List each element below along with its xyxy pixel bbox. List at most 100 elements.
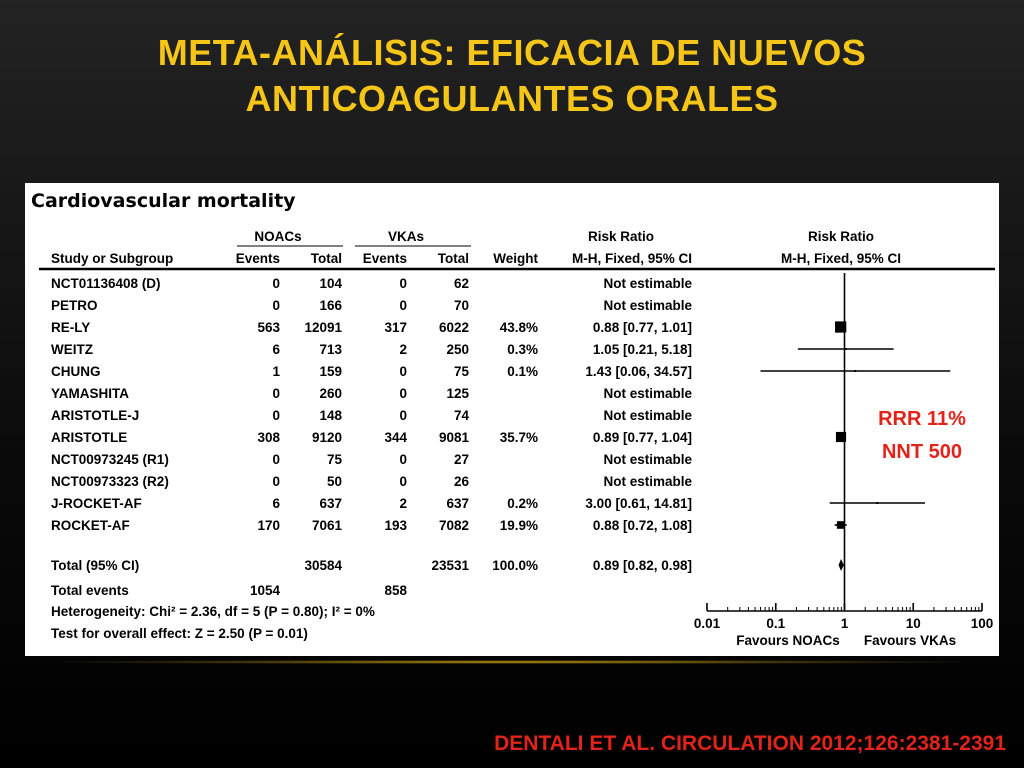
effect-square (835, 431, 847, 443)
table-row: WEITZ 6 713 2 250 0.3% 1.05 [0.21, 5.18] (51, 342, 692, 357)
study-name: YAMASHITA (51, 386, 129, 401)
weight: 0.2% (507, 496, 538, 511)
weight: 0.1% (507, 364, 538, 379)
weight: 0.3% (507, 342, 538, 357)
total-weight: 100.0% (492, 558, 538, 573)
table-row: ARISTOTLE 308 9120 344 9081 35.7% 0.89 [0.77, … (51, 430, 692, 445)
x-tick-label: 0.01 (694, 616, 721, 631)
effect-square (835, 321, 847, 333)
citation: DENTALI ET AL. CIRCULATION 2012;126:2381… (494, 732, 1006, 755)
total-noac: 75 (327, 452, 343, 467)
header-weight: Weight (493, 251, 538, 266)
table-row: ARISTOTLE-J 0 148 0 74 Not estimable (51, 408, 692, 423)
header-risk-ratio: Risk Ratio (588, 229, 654, 244)
total-risk-ratio-ci: 0.89 [0.82, 0.98] (593, 558, 692, 573)
total-total-vka: 23531 (431, 558, 469, 573)
favours-noacs-label: Favours NOACs (736, 633, 840, 648)
total-noac: 637 (319, 496, 342, 511)
total-noac: 9120 (312, 430, 342, 445)
effect-square (844, 348, 847, 350)
header-total-vka: Total (438, 251, 469, 266)
table-row: NCT00973245 (R1) 0 75 0 27 Not estimable (51, 452, 692, 467)
events-noac: 0 (272, 298, 280, 313)
events-noac: 0 (272, 276, 280, 291)
events-vka: 0 (399, 276, 407, 291)
header-method-plot: M-H, Fixed, 95% CI (781, 251, 901, 266)
header-total-noac: Total (311, 251, 342, 266)
events-vka: 0 (399, 298, 407, 313)
header-method: M-H, Fixed, 95% CI (572, 251, 692, 266)
table-row: NCT01136408 (D) 0 104 0 62 Not estimable (51, 276, 692, 291)
total-events-vka: 858 (384, 583, 407, 598)
chart-title: Cardiovascular mortality (31, 190, 296, 212)
total-vka: 7082 (439, 518, 469, 533)
total-noac: 713 (319, 342, 342, 357)
events-vka: 317 (384, 320, 407, 335)
study-name: RE-LY (51, 320, 90, 335)
total-noac: 7061 (312, 518, 343, 533)
total-vka: 62 (454, 276, 469, 291)
nnt-annotation: NNT 500 (882, 441, 962, 463)
events-noac: 308 (257, 430, 280, 445)
weight: 19.9% (500, 518, 538, 533)
events-vka: 0 (399, 474, 407, 489)
total-vka: 250 (446, 342, 469, 357)
header-study: Study or Subgroup (51, 251, 173, 266)
total-vka: 9081 (439, 430, 470, 445)
total-events-label: Total events (51, 583, 129, 598)
x-tick-label: 10 (906, 616, 921, 631)
slide-title-line1: META-ANÁLISIS: EFICACIA DE NUEVOS (157, 32, 867, 73)
divider-glow (60, 660, 964, 664)
study-name: ROCKET-AF (51, 518, 130, 533)
study-name: NCT00973323 (R2) (51, 474, 169, 489)
events-noac: 170 (257, 518, 280, 533)
effect-square (876, 502, 879, 504)
total-diamond (838, 559, 844, 571)
x-tick-label: 1 (841, 616, 849, 631)
risk-ratio-ci: 3.00 [0.61, 14.81] (585, 496, 692, 511)
study-name: PETRO (51, 298, 98, 313)
risk-ratio-ci: 0.88 [0.72, 1.08] (593, 518, 692, 533)
weight: 43.8% (500, 320, 538, 335)
total-row: Total (95% CI) 30584 23531 100.0% 0.89 [0.82… (51, 558, 692, 573)
events-noac: 563 (257, 320, 280, 335)
weight: 35.7% (500, 430, 538, 445)
total-vka: 27 (454, 452, 469, 467)
events-noac: 0 (272, 408, 280, 423)
risk-ratio-ci: 1.43 [0.06, 34.57] (585, 364, 692, 379)
events-vka: 2 (399, 342, 407, 357)
total-vka: 637 (446, 496, 469, 511)
study-name: NCT01136408 (D) (51, 276, 161, 291)
study-rows: NCT01136408 (D) 0 104 0 62 Not estimablePETRO… (51, 276, 692, 573)
header-noacs: NOACs (254, 229, 301, 244)
risk-ratio-ci: Not estimable (603, 298, 692, 313)
total-noac: 148 (319, 408, 342, 423)
events-vka: 344 (384, 430, 407, 445)
study-name: WEITZ (51, 342, 93, 357)
plot-area: 0.01 0.1 1 10 100 Favours NOACs Favours VKAs (694, 273, 993, 648)
table-row: CHUNG 1 159 0 75 0.1% 1.43 [0.06, 34.57] (51, 364, 692, 379)
total-noac: 159 (319, 364, 342, 379)
header-risk-ratio-plot: Risk Ratio (808, 229, 874, 244)
favours-vkas-label: Favours VKAs (864, 633, 956, 648)
risk-ratio-ci: Not estimable (603, 408, 692, 423)
overall-effect-text: Test for overall effect: Z = 2.50 (P = 0… (51, 626, 308, 641)
slide-title-line2: ANTICOAGULANTES ORALES (245, 78, 779, 119)
x-tick-label: 0.1 (766, 616, 785, 631)
events-noac: 0 (272, 452, 280, 467)
table-row: YAMASHITA 0 260 0 125 Not estimable (51, 386, 692, 401)
study-name: CHUNG (51, 364, 101, 379)
study-name: NCT00973245 (R1) (51, 452, 169, 467)
events-vka: 193 (384, 518, 407, 533)
header-events-noac: Events (236, 251, 280, 266)
risk-ratio-ci: Not estimable (603, 452, 692, 467)
events-vka: 0 (399, 408, 407, 423)
header-events-vka: Events (363, 251, 407, 266)
forest-plot: Cardiovascular mortality NOACs VKAs Risk… (31, 190, 995, 648)
x-tick-label: 100 (971, 616, 994, 631)
study-name: ARISTOTLE-J (51, 408, 139, 423)
total-events-noac: 1054 (250, 583, 281, 598)
table-row: RE-LY 563 12091 317 6022 43.8% 0.88 [0.77, 1.0… (51, 320, 692, 335)
total-noac: 260 (319, 386, 342, 401)
study-name: J-ROCKET-AF (51, 496, 142, 511)
